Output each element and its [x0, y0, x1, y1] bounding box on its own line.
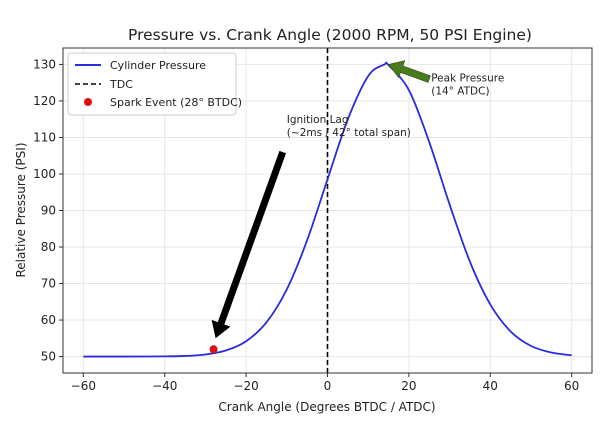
- x-tick-label: −40: [152, 379, 177, 393]
- y-tick-label: 110: [33, 130, 56, 144]
- legend-label-tdc: TDC: [109, 78, 133, 91]
- legend-label-cylinder-pressure: Cylinder Pressure: [110, 59, 206, 72]
- y-tick-label: 100: [33, 167, 56, 181]
- ignition-lag-arrow: [211, 150, 287, 339]
- ignition-lag-annotation: (~2ms / 42° total span): [287, 127, 411, 139]
- cylinder-pressure-line: [83, 61, 572, 358]
- spark-event-point: [209, 345, 218, 354]
- legend-marker-spark: [84, 98, 92, 106]
- x-axis-label: Crank Angle (Degrees BTDC / ATDC): [218, 400, 435, 414]
- y-axis-label: Relative Pressure (PSI): [14, 142, 28, 277]
- y-tick-label: 60: [41, 313, 56, 327]
- legend-label-spark: Spark Event (28° BTDC): [110, 96, 242, 109]
- peak-pressure-arrow: [388, 60, 431, 83]
- chart-title: Pressure vs. Crank Angle (2000 RPM, 50 P…: [128, 26, 532, 44]
- y-tick-label: 80: [41, 240, 56, 254]
- x-tick-label: −60: [71, 379, 96, 393]
- plot-area: Ignition Lag(~2ms / 42° total span) Peak …: [83, 48, 572, 373]
- y-tick-label: 120: [33, 94, 56, 108]
- peak-pressure-annotation: Peak Pressure: [431, 72, 504, 84]
- y-tick-label: 50: [41, 350, 56, 364]
- x-tick-label: 20: [401, 379, 416, 393]
- legend: Cylinder Pressure TDC Spark Event (28° B…: [67, 52, 242, 116]
- x-tick-label: −20: [233, 379, 258, 393]
- ignition-lag-annotation: Ignition Lag: [287, 114, 349, 126]
- legend-box: [67, 52, 237, 116]
- y-tick-label: 70: [41, 277, 56, 291]
- x-tick-label: 40: [483, 379, 498, 393]
- y-tick-label: 130: [33, 57, 56, 71]
- x-tick-label: 60: [564, 379, 579, 393]
- y-tick-label: 90: [41, 204, 56, 218]
- ticks: −60 −40 −20 0 20 40 60 50 60 70 80 90 100 110 120 130: [33, 57, 579, 393]
- x-tick-label: 0: [324, 379, 332, 393]
- peak-pressure-annotation: (14° ATDC): [431, 85, 489, 97]
